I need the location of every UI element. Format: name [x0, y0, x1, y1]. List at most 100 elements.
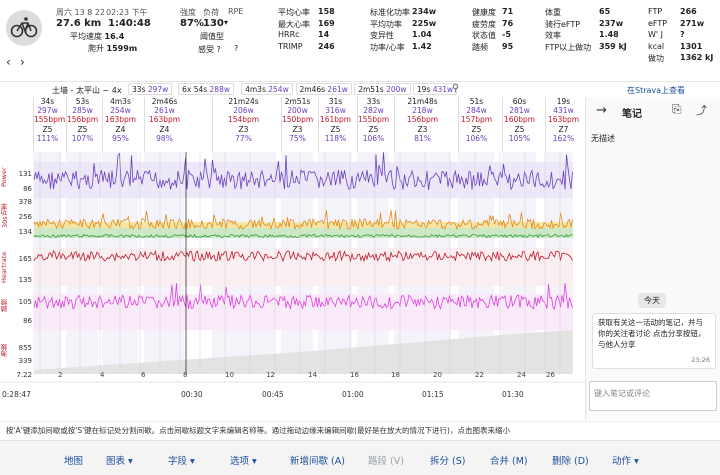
bike-icon [6, 10, 42, 46]
interval-header[interactable]: 34s 297w 155bpm Z5 111% [33, 97, 65, 152]
interval-w: 261w [154, 106, 175, 116]
cadence-tick: 86 [23, 317, 32, 325]
no-description[interactable]: 无描述 [591, 134, 615, 143]
interval-header[interactable]: 19s 431w 163bpm Z7 162% [545, 97, 581, 152]
chart-menu[interactable]: 图表 ▾ [106, 456, 133, 467]
stat-row: W' J? [648, 30, 685, 39]
map-button[interactable]: 地图 [64, 456, 84, 467]
charts-area[interactable] [0, 152, 585, 420]
stat-row: FTP以上做功 359 kJ [545, 42, 627, 53]
merge-button[interactable]: 合并 (M) [490, 456, 528, 467]
interval-chip[interactable]: 4m3s 254w [241, 83, 293, 95]
path-button[interactable]: 路段 (V) [368, 456, 404, 467]
note-message-time: 23:26 [691, 356, 710, 364]
interval-z: Z7 [558, 124, 569, 134]
actions-menu[interactable]: 动作 ▾ [612, 456, 639, 467]
interval-pct: 95% [112, 133, 129, 143]
stat-value: 158 [318, 7, 335, 16]
interval-hr: 154bpm [227, 115, 260, 125]
chip-watt: 200w [386, 85, 407, 94]
interval-w: 200w [287, 106, 308, 116]
interval-pct: 118% [324, 133, 347, 143]
w30-trace [33, 210, 573, 231]
interval-chip[interactable]: 33s 297w [128, 83, 173, 95]
altitude-tick: 855 [18, 344, 32, 352]
arrow-right-icon[interactable]: → [596, 103, 607, 118]
options-menu[interactable]: 选项 ▾ [230, 456, 257, 467]
interval-hr: 156bpm [67, 115, 99, 125]
interval-header[interactable]: 21m48s 218w 156bpm Z3 81% [394, 97, 450, 152]
cadence-trace [33, 282, 573, 311]
note-input[interactable]: 键入笔记或评论 [589, 381, 717, 411]
activity-duration: 1:40:48 [108, 18, 151, 29]
feel-stat[interactable]: 感受 ? [198, 45, 221, 54]
paperclip-icon[interactable]: ⎘ [672, 102, 682, 116]
interval-hr: 156bpm [406, 115, 439, 125]
interval-hr: 160bpm [503, 115, 536, 125]
interval-header[interactable]: 21m24s 206w 154bpm Z3 77% [212, 97, 274, 152]
activity-charts[interactable] [0, 152, 585, 420]
stat-label: 健康度 [472, 8, 496, 17]
interval-header[interactable]: 4m3s 254w 163bpm Z4 95% [102, 97, 138, 152]
activity-time: 02:23 下午 [106, 8, 148, 17]
lap-number: 2 [58, 371, 63, 379]
interval-chip[interactable]: 19s 431w [412, 83, 458, 95]
interval-header[interactable]: 51s 284w 157bpm Z5 106% [458, 97, 494, 152]
stat-row: 效率 1.48 [545, 30, 619, 41]
interval-header[interactable]: 33s 282w 155bpm Z5 106% [357, 97, 389, 152]
interval-pct: 106% [465, 133, 488, 143]
chip-watt: 431w [432, 85, 454, 94]
interval-z: Z5 [77, 124, 88, 134]
rpe-dropdown[interactable]: ▾ [224, 18, 229, 27]
interval-hr: 163bpm [104, 115, 137, 125]
segment-bar: 土墙 - 太平山 ~ 4x 33s 297w 6x 54s 288w 4m3s 25… [0, 82, 720, 96]
prev-activity-button[interactable]: ‹ [6, 55, 11, 69]
stat-row: 功率/心率 1.42 [370, 42, 432, 53]
chip-watt: 254w [268, 85, 289, 94]
interval-dur: 21m48s [407, 97, 438, 106]
interval-header[interactable]: 2m46s 261w 163bpm Z4 98% [144, 97, 184, 152]
interval-dur: 33s [366, 97, 381, 106]
next-activity-button[interactable]: › [20, 55, 25, 69]
split-button[interactable]: 拆分 (S) [430, 456, 466, 467]
interval-header[interactable]: 60s 281w 160bpm Z5 105% [502, 97, 536, 152]
stat-value: 169 [318, 18, 335, 28]
interval-header[interactable]: 31s 316w 161bpm Z5 118% [318, 97, 352, 152]
interval-hr: 163bpm [547, 115, 580, 125]
hr-tick: 165 [18, 255, 32, 263]
interval-pct: 111% [36, 133, 59, 143]
stat-value: 65 [599, 7, 611, 16]
strava-link[interactable]: 在Strava上查看 [627, 86, 686, 95]
share-icon[interactable]: ⤴ [696, 104, 707, 117]
chip-duration: 2m51s [358, 85, 384, 94]
interval-dur: 31s [328, 97, 343, 106]
interval-pct: 98% [156, 133, 173, 143]
stat-value: 359 kJ [599, 41, 627, 51]
interval-chip[interactable]: 2m46s 261w [295, 83, 352, 95]
stat-value: 1362 kJ [680, 53, 714, 62]
interval-header[interactable]: 53s 285w 156bpm Z5 107% [66, 97, 98, 152]
interval-dur: 2m51s [284, 97, 311, 106]
stat-row: kcal 1301 [648, 42, 702, 51]
load-value: 130 [203, 18, 224, 29]
lap-number: 4 [100, 371, 105, 379]
stat-value: 266 [680, 7, 697, 16]
lap-number: 6 [141, 371, 146, 379]
fields-menu[interactable]: 字段 ▾ [168, 456, 195, 467]
interval-z: Z5 [471, 124, 482, 134]
stat-value: 271w [680, 18, 705, 28]
altitude-area [34, 330, 573, 374]
note-message-text: 获取有关这一活动的笔记，并与你的关注者讨论 点击分享按钮，与他人分享 [598, 318, 706, 349]
segment-name[interactable]: 土墙 - 太平山 ~ 4x [52, 86, 122, 95]
interval-chip[interactable]: 2m51s 200w [354, 83, 411, 95]
delete-button[interactable]: 删除 (D) [552, 456, 589, 467]
interval-dur: 2m46s [151, 97, 178, 106]
add-interval-button[interactable]: 新增间歇 (A) [290, 456, 345, 467]
stat-value: 1.04 [412, 30, 432, 39]
lap-number: 10 [225, 371, 234, 379]
interval-header[interactable]: 2m51s 200w 150bpm Z3 75% [281, 97, 313, 152]
interval-z: Z3 [417, 124, 428, 134]
interval-chip[interactable]: 6x 54s 288w [178, 83, 234, 95]
feel-extra[interactable]: ? [234, 44, 239, 53]
search-icon[interactable]: ⚲ [452, 83, 460, 94]
